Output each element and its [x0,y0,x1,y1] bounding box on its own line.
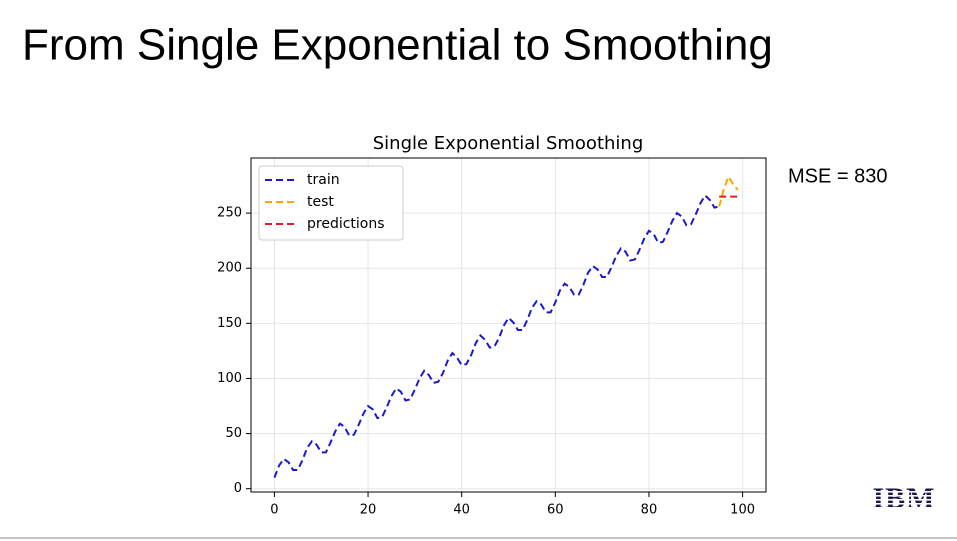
slide-title: From Single Exponential to Smoothing [22,21,773,70]
legend-box [258,165,404,241]
y-tick-label: 200 [217,261,242,276]
plot: 0 20 40 60 80 100 0 50 100 150 200 250 train test pred… [217,157,767,518]
y-tick-label: 250 [217,206,242,221]
y-tick-label: 100 [217,371,242,386]
legend-label: predictions [307,216,385,232]
legend-label: test [307,194,334,210]
y-tick-label: 50 [225,426,242,441]
series-line [718,174,739,207]
y-tick-label: 150 [217,316,242,331]
legend-label: train [307,172,340,188]
logo: IBM [873,482,936,515]
x-tick-label: 60 [547,503,564,518]
x-tick-label: 100 [730,503,755,518]
series-line [273,193,720,479]
logo-stripes [872,491,936,509]
plot-frame [250,157,767,493]
annotation: MSE = 830 [788,165,888,187]
y-tick-label: 0 [234,481,242,496]
chart-title: Single Exponential Smoothing [373,133,644,154]
x-tick-label: 40 [453,503,470,518]
x-tick-label: 80 [641,503,658,518]
x-tick-label: 0 [270,503,278,518]
x-tick-label: 20 [360,503,377,518]
